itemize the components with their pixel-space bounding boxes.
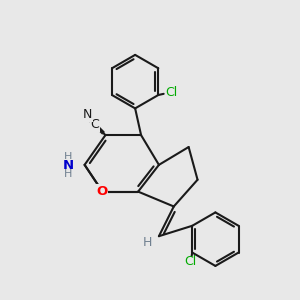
Text: Cl: Cl — [184, 255, 197, 268]
Text: O: O — [96, 185, 107, 198]
Text: N: N — [63, 159, 74, 172]
Text: H: H — [64, 169, 73, 179]
Text: C: C — [91, 118, 100, 131]
Text: Cl: Cl — [166, 85, 178, 98]
Text: N: N — [83, 108, 92, 121]
Text: H: H — [64, 152, 73, 161]
Text: H: H — [142, 236, 152, 249]
